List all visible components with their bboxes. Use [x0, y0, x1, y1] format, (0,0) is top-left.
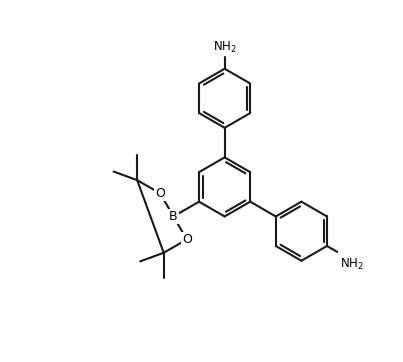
- Text: O: O: [182, 233, 192, 246]
- Text: B: B: [169, 210, 178, 223]
- Text: O: O: [155, 187, 165, 200]
- Text: B: B: [169, 210, 178, 223]
- Text: O: O: [155, 187, 165, 200]
- Text: NH$_2$: NH$_2$: [340, 257, 364, 272]
- Text: NH$_2$: NH$_2$: [213, 40, 237, 55]
- Text: O: O: [182, 233, 192, 246]
